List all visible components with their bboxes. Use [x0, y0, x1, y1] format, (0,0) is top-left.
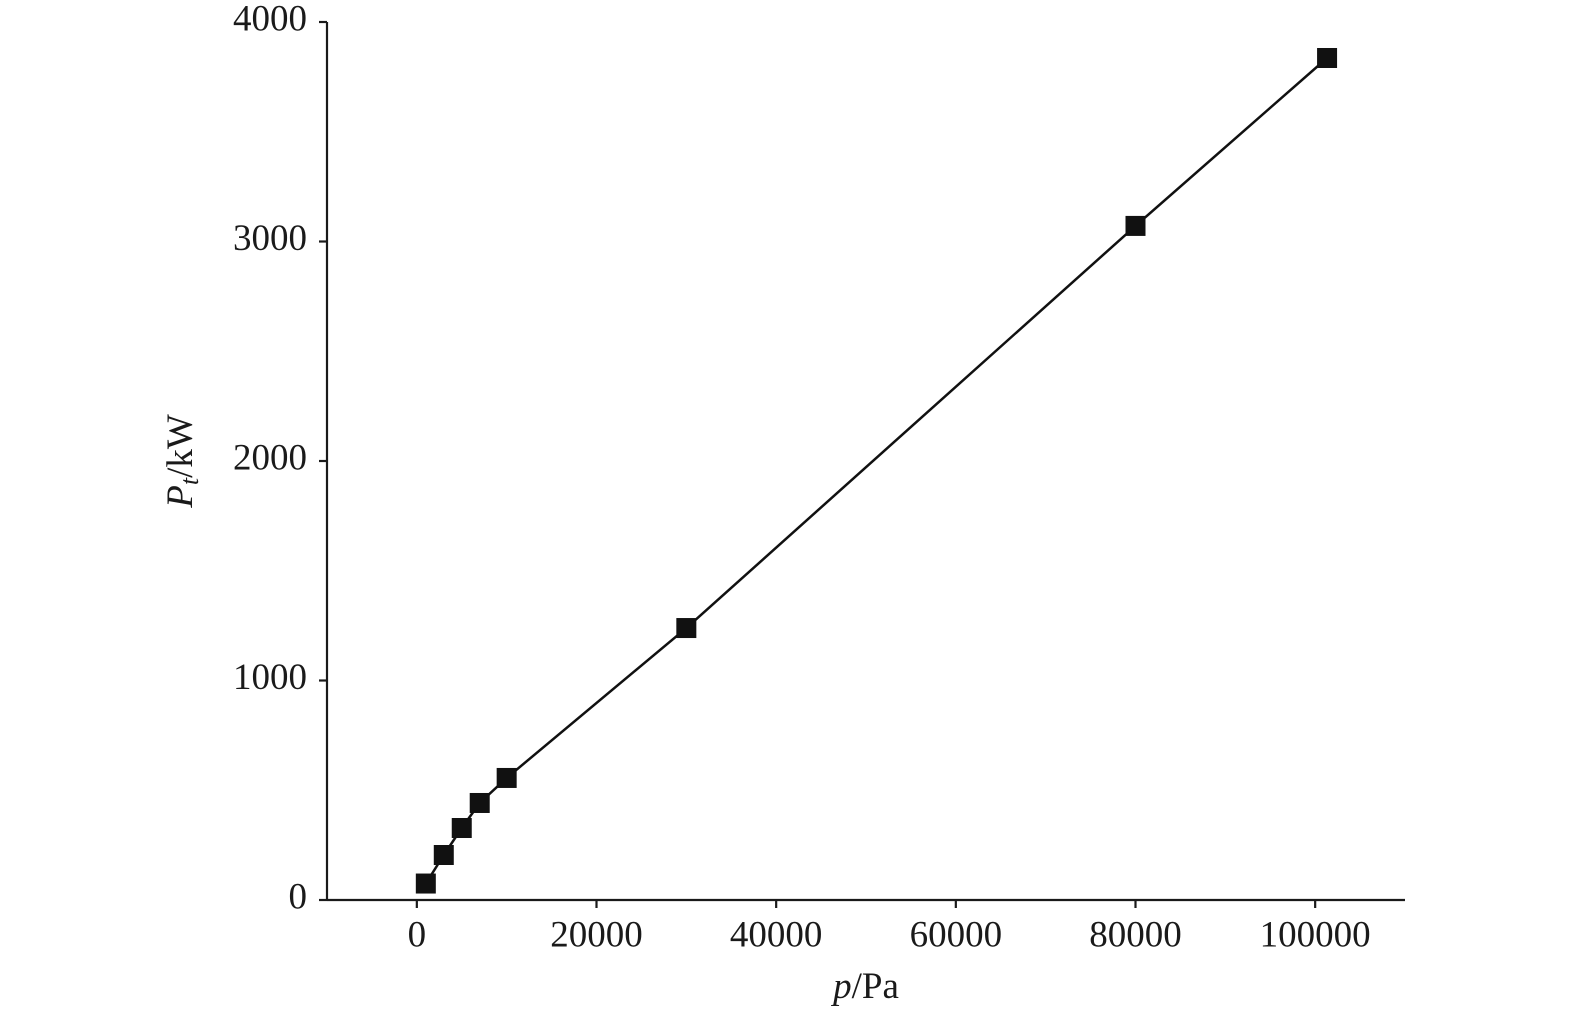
data-point [1317, 47, 1338, 68]
data-point [415, 873, 436, 894]
y-label-unit: /kW [160, 414, 201, 478]
x-tick-label: 20000 [550, 914, 643, 955]
data-point [1125, 215, 1146, 236]
data-point [433, 845, 454, 866]
x-label-symbol: p [830, 966, 852, 1007]
data-point [469, 792, 490, 813]
y-tick-label: 3000 [233, 218, 307, 259]
data-point [451, 818, 472, 839]
y-tick-label: 1000 [233, 657, 307, 698]
x-label-unit: /Pa [852, 966, 899, 1007]
x-tick-label: 0 [408, 914, 427, 955]
y-label-symbol: P [160, 485, 201, 509]
y-axis-label: Pt/kW [160, 414, 203, 509]
x-tick-label: 60000 [910, 914, 1003, 955]
x-tick-label: 40000 [730, 914, 823, 955]
x-tick-label: 100000 [1260, 914, 1371, 955]
x-tick-label: 80000 [1089, 914, 1182, 955]
y-tick-label: 4000 [233, 0, 307, 39]
data-point [496, 767, 517, 788]
data-point [676, 618, 697, 639]
series-line [424, 57, 1328, 885]
y-tick-label: 0 [289, 876, 308, 917]
y-tick-label: 2000 [233, 437, 307, 478]
x-axis-label: p/Pa [830, 966, 899, 1007]
y-label-subscript: t [175, 477, 204, 485]
